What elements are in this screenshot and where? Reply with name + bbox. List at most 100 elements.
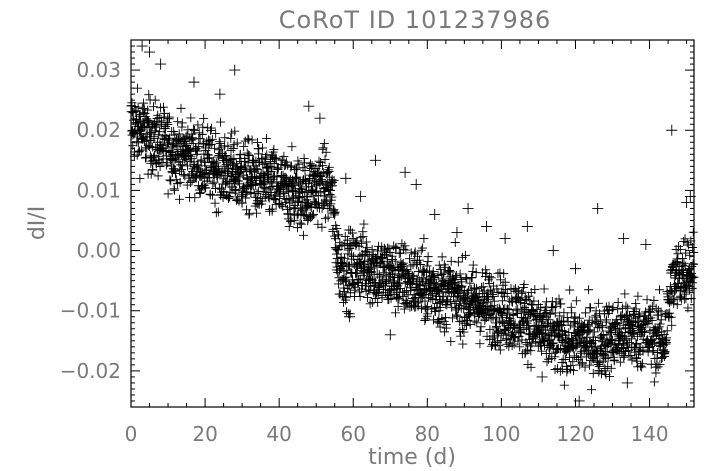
data-point: [365, 285, 375, 295]
data-point: [592, 316, 602, 326]
data-point: [280, 172, 290, 182]
x-axis-title: time (d): [368, 445, 456, 470]
data-point: [348, 234, 358, 244]
data-point: [227, 155, 237, 165]
data-point: [499, 233, 511, 245]
data-point: [406, 283, 416, 293]
data-point: [299, 174, 309, 184]
data-point: [319, 139, 329, 149]
data-point: [522, 316, 532, 326]
data-point: [390, 256, 400, 266]
data-point: [640, 327, 650, 337]
data-point: [279, 151, 289, 161]
data-point: [627, 355, 637, 365]
data-point: [367, 244, 377, 254]
data-point: [287, 196, 297, 206]
data-point: [649, 295, 659, 305]
data-point: [179, 169, 189, 179]
chart-title: CoRoT ID 101237986: [279, 6, 552, 34]
data-point: [262, 134, 272, 144]
data-point: [570, 318, 580, 328]
data-point: [174, 129, 184, 139]
data-point: [228, 144, 238, 154]
data-point: [178, 160, 188, 170]
data-point: [224, 193, 234, 203]
data-point: [410, 178, 422, 190]
data-point: [391, 243, 401, 253]
data-point: [199, 113, 209, 123]
data-point: [132, 137, 142, 147]
data-point: [671, 284, 681, 294]
data-point: [393, 302, 403, 312]
data-point: [516, 298, 526, 308]
data-point: [657, 353, 667, 363]
data-point: [237, 162, 247, 172]
data-point: [293, 178, 303, 188]
data-point: [206, 126, 216, 136]
data-point: [613, 297, 623, 307]
data-point: [508, 327, 518, 337]
data-point: [200, 161, 210, 171]
data-point: [678, 282, 688, 292]
data-point: [409, 300, 419, 310]
data-point: [554, 294, 564, 304]
data-point: [141, 152, 151, 162]
data-point: [601, 370, 611, 380]
data-point: [583, 319, 593, 329]
data-point: [638, 359, 648, 369]
data-point: [651, 368, 661, 378]
data-point: [559, 380, 569, 390]
data-point: [268, 172, 278, 182]
data-point: [330, 207, 340, 217]
data-point: [476, 322, 486, 332]
data-point: [475, 339, 485, 349]
data-points: [126, 40, 699, 407]
data-point: [664, 313, 674, 323]
data-point: [636, 361, 646, 371]
data-point: [546, 302, 556, 312]
data-point: [431, 278, 441, 288]
data-point: [662, 333, 672, 343]
data-point: [530, 285, 540, 295]
data-point: [638, 346, 648, 356]
data-point: [271, 154, 281, 164]
data-point: [224, 178, 234, 188]
data-point: [517, 335, 527, 345]
data-point: [208, 190, 218, 200]
data-point: [602, 315, 612, 325]
data-point: [484, 272, 494, 282]
data-point: [446, 337, 456, 347]
data-point: [145, 136, 155, 146]
data-point: [355, 251, 365, 261]
data-point: [502, 288, 512, 298]
data-point: [513, 336, 523, 346]
data-point: [361, 286, 371, 296]
data-point: [432, 286, 442, 295]
data-point: [177, 118, 187, 128]
data-point: [631, 304, 641, 314]
data-point: [262, 150, 272, 160]
data-point: [394, 293, 404, 303]
data-point: [133, 102, 143, 112]
data-point: [162, 117, 172, 127]
data-point: [186, 113, 196, 123]
data-point: [402, 265, 412, 275]
data-point: [453, 257, 463, 267]
data-point: [433, 270, 443, 280]
data-point: [296, 219, 306, 229]
data-point: [420, 303, 430, 313]
data-point: [362, 292, 372, 302]
data-point: [423, 309, 433, 319]
data-point: [143, 105, 153, 115]
data-point: [607, 305, 617, 315]
data-point: [619, 352, 629, 362]
data-point: [536, 346, 546, 356]
data-point: [320, 187, 330, 197]
data-point: [412, 251, 422, 261]
data-point: [243, 134, 253, 144]
data-point: [613, 345, 623, 355]
data-point: [621, 377, 633, 389]
data-point: [385, 247, 395, 257]
data-point: [320, 214, 330, 224]
data-point: [252, 138, 262, 148]
